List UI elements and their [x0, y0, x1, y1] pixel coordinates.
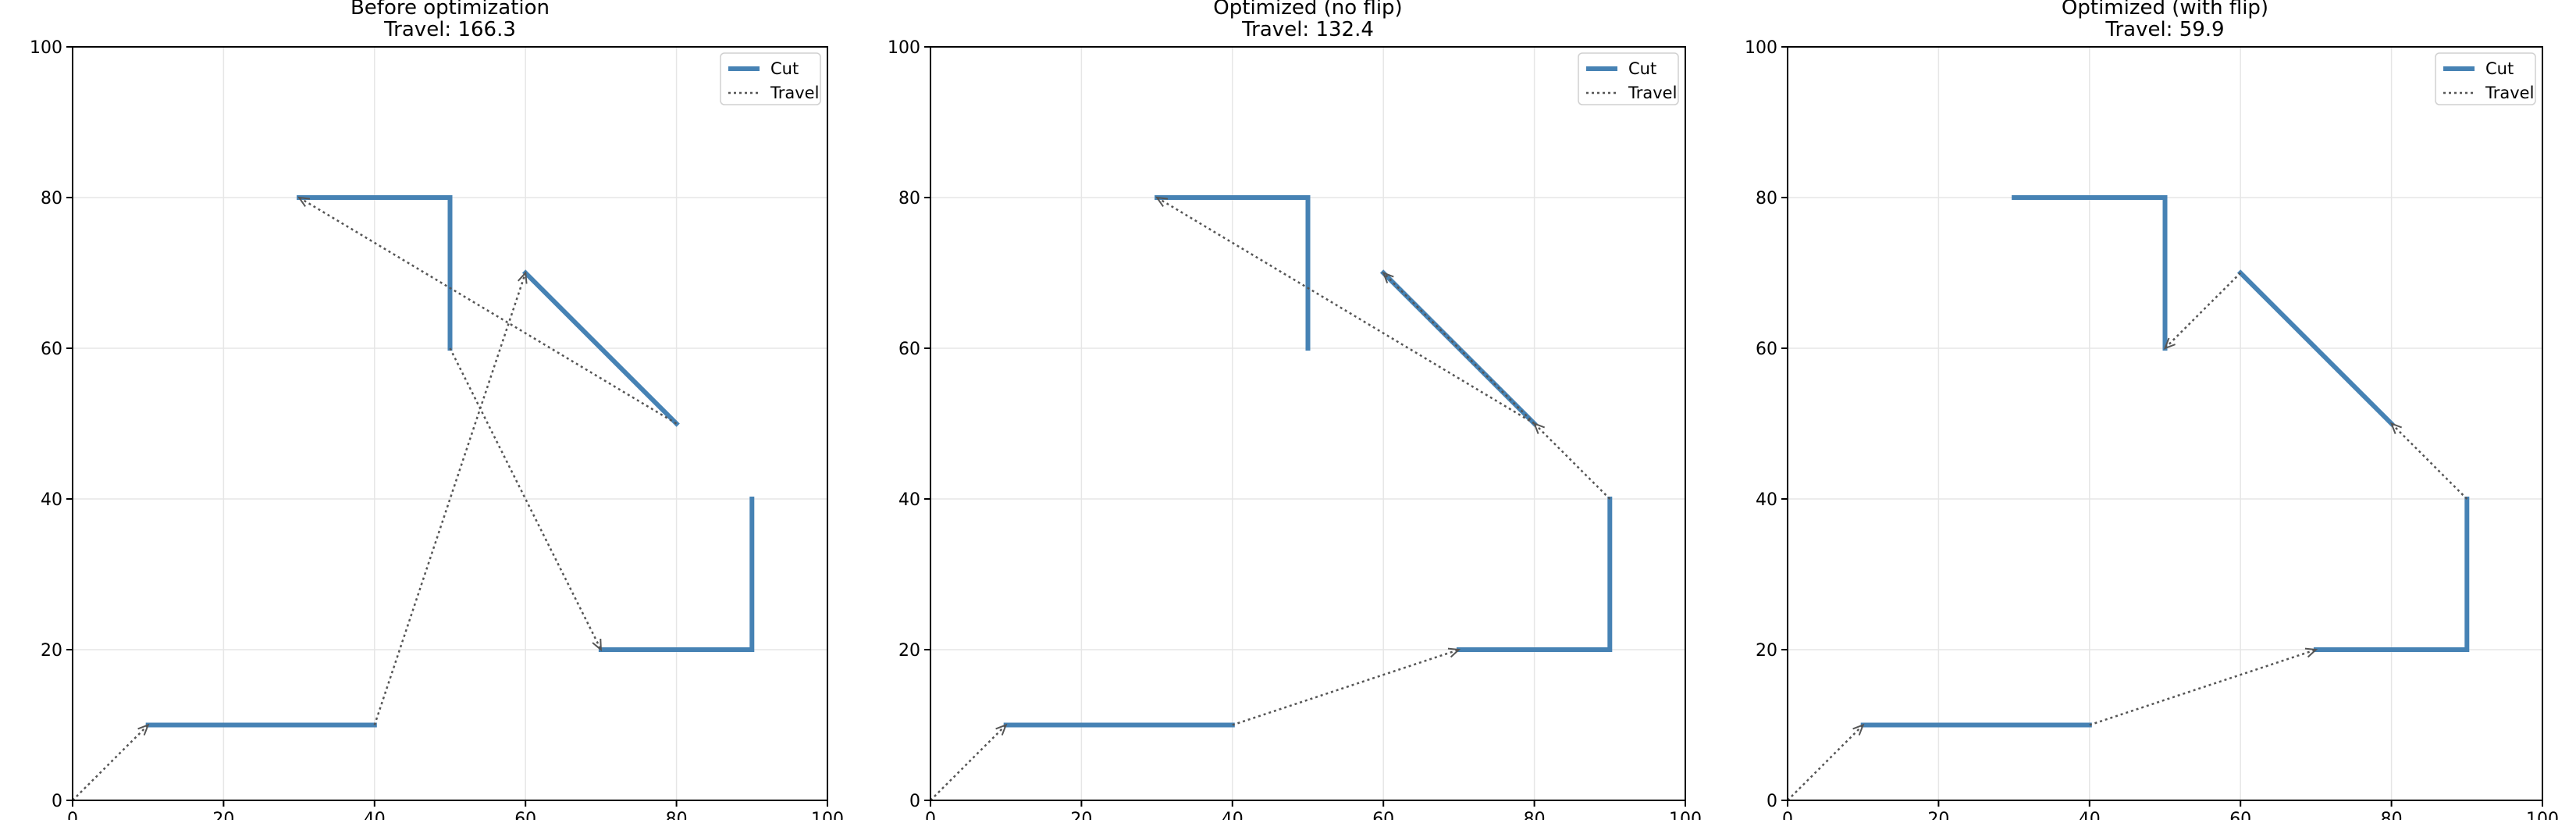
- y-tick-label: 60: [41, 340, 62, 359]
- legend-label: Cut: [1628, 59, 1656, 78]
- cut-segment: [2236, 269, 2395, 427]
- x-tick-label: 60: [1372, 810, 1394, 820]
- x-tick-label: 80: [2381, 810, 2403, 820]
- y-tick-label: 80: [898, 189, 920, 208]
- cut-segment: [521, 269, 680, 427]
- x-tick-label: 100: [1669, 810, 1702, 820]
- y-tick-label: 80: [41, 189, 62, 208]
- travel-arrowhead: [1852, 723, 1865, 736]
- legend-label: Travel: [770, 84, 819, 102]
- travel-arrowhead: [995, 723, 1008, 736]
- y-tick-label: 0: [1767, 792, 1777, 811]
- travel-arrowhead: [2389, 422, 2403, 434]
- travel-move: [1533, 422, 1611, 500]
- chart-panel-2: Optimized (no flip)Travel: 132.4 0 20 40 60 8…: [888, 0, 1702, 823]
- travel-move: [2390, 422, 2468, 500]
- y-tick-label: 20: [898, 641, 920, 661]
- y-tick-label: 100: [1745, 38, 1777, 58]
- cut-segment: [1379, 269, 1538, 427]
- x-tick-label: 0: [67, 810, 78, 820]
- legend-label: Cut: [2485, 59, 2514, 78]
- axes-frame: [1787, 46, 2543, 801]
- y-tick-label: 80: [1756, 189, 1777, 208]
- cut-segment: [1155, 195, 1311, 351]
- travel-move: [72, 724, 149, 801]
- y-tick-label: 40: [41, 490, 62, 510]
- y-tick-label: 20: [1756, 641, 1777, 661]
- cut-segment: [2313, 497, 2470, 652]
- chart-subtitle: Travel: 166.3: [383, 18, 516, 41]
- x-tick-label: 40: [1222, 810, 1244, 820]
- legend-box: [720, 52, 821, 105]
- x-tick-label: 40: [2079, 810, 2101, 820]
- x-tick-label: 20: [1070, 810, 1092, 820]
- legend: Cut Travel: [2435, 52, 2536, 105]
- chart-title: Optimized (with flip): [2062, 0, 2268, 20]
- y-tick-label: 20: [41, 641, 62, 661]
- y-tick-label: 0: [909, 792, 920, 811]
- legend-label: Travel: [2485, 84, 2534, 102]
- travel-move: [298, 196, 678, 425]
- x-tick-label: 80: [1524, 810, 1546, 820]
- y-tick-label: 100: [888, 38, 920, 58]
- travel-arrowhead: [592, 638, 602, 652]
- chart-panel-3: Optimized (with flip)Travel: 59.9 0 20 40 60…: [1745, 0, 2559, 823]
- x-tick-label: 0: [925, 810, 936, 820]
- x-tick-label: 40: [364, 810, 386, 820]
- travel-arrowhead: [297, 196, 311, 208]
- legend-label: Travel: [1628, 84, 1677, 102]
- cut-segment: [598, 497, 755, 652]
- x-tick-label: 20: [212, 810, 234, 820]
- y-tick-label: 100: [30, 38, 62, 58]
- travel-move: [2089, 648, 2317, 726]
- x-tick-label: 100: [811, 810, 844, 820]
- legend-box: [1578, 52, 1679, 105]
- x-tick-label: 60: [514, 810, 536, 820]
- y-tick-label: 60: [898, 340, 920, 359]
- travel-move: [930, 724, 1007, 801]
- travel-arrowhead: [1382, 271, 1394, 283]
- legend: Cut Travel: [1578, 52, 1679, 105]
- chart-subtitle: Travel: 59.9: [2105, 18, 2224, 41]
- travel-arrowhead: [137, 723, 150, 736]
- chart-subtitle: Travel: 132.4: [1241, 18, 1374, 41]
- cut-segment: [2012, 195, 2168, 351]
- y-tick-label: 40: [1756, 490, 1777, 510]
- travel-move: [1232, 648, 1460, 726]
- x-tick-label: 80: [666, 810, 688, 820]
- travel-move: [1156, 196, 1535, 425]
- x-tick-label: 20: [1927, 810, 1949, 820]
- x-tick-label: 0: [1782, 810, 1793, 820]
- chart-title: Optimized (no flip): [1213, 0, 1402, 20]
- y-tick-label: 60: [1756, 340, 1777, 359]
- x-tick-label: 60: [2229, 810, 2251, 820]
- y-tick-label: 0: [52, 792, 62, 811]
- travel-arrowhead: [1155, 196, 1169, 208]
- x-tick-label: 100: [2526, 810, 2559, 820]
- travel-move: [2164, 272, 2242, 349]
- travel-arrowhead: [517, 271, 528, 284]
- travel-move: [1787, 724, 1864, 801]
- legend: Cut Travel: [720, 52, 821, 105]
- axes-frame: [930, 46, 1686, 801]
- axes-frame: [72, 46, 828, 801]
- cut-segment: [1456, 497, 1613, 652]
- legend-label: Cut: [770, 59, 799, 78]
- travel-arrowhead: [2163, 337, 2176, 350]
- travel-arrowhead: [1447, 647, 1461, 658]
- travel-arrowhead: [2304, 647, 2318, 658]
- cut-segment: [297, 195, 453, 351]
- travel-move: [449, 347, 603, 650]
- chart-title: Before optimization: [350, 0, 550, 20]
- y-tick-label: 40: [898, 490, 920, 510]
- legend-box: [2435, 52, 2536, 105]
